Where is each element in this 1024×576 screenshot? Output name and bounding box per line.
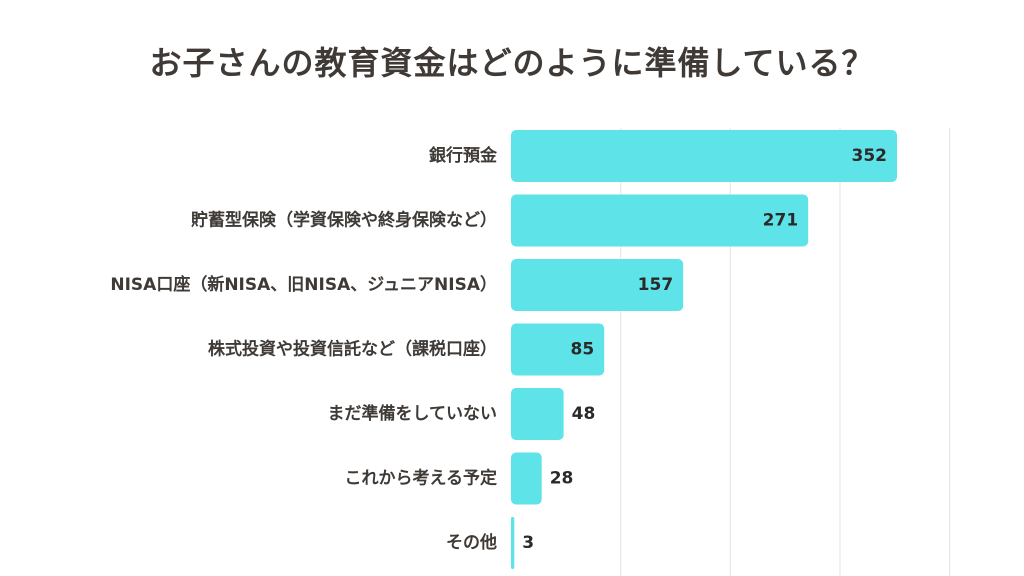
bar: [511, 259, 684, 311]
bar: [511, 388, 564, 440]
category-label: 貯蓄型保険（学資保険や終身保険など）: [191, 210, 497, 231]
value-label: 48: [572, 404, 596, 424]
category-label: まだ準備をしていない: [328, 403, 498, 424]
category-label: その他: [446, 532, 497, 553]
bars: [511, 130, 897, 569]
category-label: 銀行預金: [429, 145, 498, 166]
bar: [511, 194, 809, 247]
chart-title: お子さんの教育資金はどのように準備している？: [149, 44, 875, 82]
category-label: NISA口座（新NISA、旧NISA、ジュニアNISA）: [110, 274, 497, 295]
value-label: 85: [571, 340, 595, 360]
category-label: これから考える予定: [345, 468, 498, 489]
bar: [511, 130, 897, 182]
bar: [511, 452, 542, 505]
value-label: 28: [550, 469, 574, 489]
bar: [511, 323, 605, 376]
bar: [511, 517, 515, 569]
value-label: 157: [638, 275, 674, 295]
value-label: 271: [763, 211, 799, 231]
labels: 銀行預金 352 貯蓄型保険（学資保険や終身保険など） 271 NISA口座（新NISA…: [110, 145, 887, 553]
value-label: 352: [852, 146, 888, 166]
category-label: 株式投資や投資信託など（課税口座）: [208, 339, 497, 360]
value-label: 3: [522, 533, 534, 553]
